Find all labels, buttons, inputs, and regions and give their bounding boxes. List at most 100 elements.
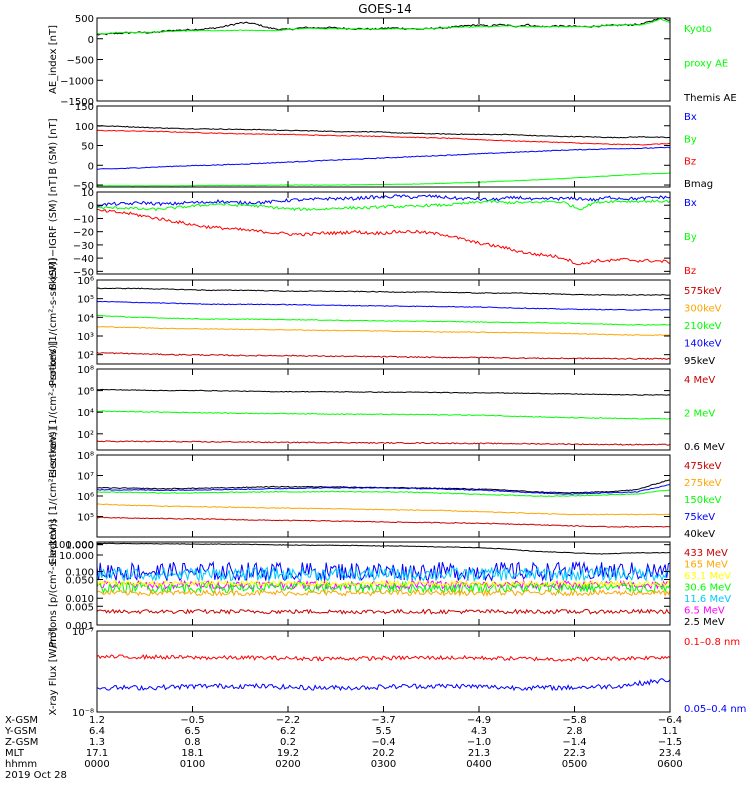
x-axis-value: 6.2: [280, 726, 296, 737]
x-axis-value: −2.2: [276, 715, 300, 726]
panel-2-series-blue-line: [96, 146, 671, 170]
x-axis-value: −6.4: [658, 715, 682, 726]
legend-label: 4 MeV: [684, 375, 715, 386]
legend-label: proxy AE: [684, 59, 728, 70]
x-axis-value: −1.5: [658, 737, 682, 748]
y-tick-label: 10²: [77, 430, 94, 441]
x-axis-value: 0400: [466, 759, 491, 770]
legend-label: Themis AE: [683, 93, 737, 104]
panel-4-series-blue-line: [96, 300, 671, 311]
x-axis-value: 5.5: [376, 726, 392, 737]
panel-6-series-green-line: [96, 489, 671, 497]
y-tick-label: 10.000: [59, 551, 94, 562]
x-axis-value: 4.3: [471, 726, 487, 737]
legend-label: 11.6 MeV: [684, 594, 731, 605]
x-axis-row-label: hhmm: [5, 759, 37, 770]
y-tick-label: 50: [81, 142, 94, 153]
x-axis-value: 0100: [180, 759, 205, 770]
y-tick-label: 10⁴: [77, 313, 94, 324]
y-tick-label: 10⁷: [77, 472, 94, 483]
y-axis-label: Electrons [1/(cm²-s-sr-keV)]: [48, 341, 59, 478]
panel-7-series-yellow-line: [96, 579, 671, 588]
panel-7: 1.000 0.1000.050 0.0100.005 0.001 100.00010.…: [48, 519, 731, 647]
y-tick-label: −40: [73, 254, 94, 265]
y-tick-label: 0: [88, 35, 94, 46]
legend-label: 0.1–0.8 nm: [684, 637, 740, 648]
legend-label: 6.5 MeV: [684, 606, 725, 617]
y-tick-label: 0.010: [65, 594, 94, 605]
panel-8-series-blue-line: [96, 678, 671, 692]
panel-2-series-red-line: [96, 129, 671, 146]
y-tick-label: 10⁻⁷: [72, 627, 94, 638]
y-tick-label: 10⁵: [77, 295, 94, 306]
panel-5: 10² 10⁴ 10⁶ 10⁸ Electrons [1/(cm²-s-sr-keV)]…: [48, 341, 725, 478]
y-tick-label: 10⁶: [77, 276, 94, 287]
y-tick-label: 10⁶: [77, 492, 94, 503]
y-tick-label: −50: [73, 181, 94, 192]
panel-4-series-black-line: [96, 287, 670, 296]
panel-3-series-red-line: [97, 209, 671, 266]
legend-label: Kyoto: [684, 24, 712, 35]
x-axis-value: 0200: [275, 759, 300, 770]
y-tick-label: 10⁻⁸: [72, 708, 94, 719]
x-axis-value: 23.4: [659, 748, 681, 759]
x-axis-value: −4.9: [467, 715, 491, 726]
x-axis-value: −1.0: [467, 737, 491, 748]
panel-3-series-green-line: [96, 199, 671, 212]
panel-5-series-black-line: [96, 388, 671, 396]
y-tick-label: 150: [75, 102, 94, 113]
x-axis-value: 19.2: [277, 748, 299, 759]
y-tick-label: 10: [81, 188, 94, 199]
x-axis-value: 6.4: [89, 726, 105, 737]
y-tick-label: 10⁴: [77, 408, 94, 419]
panel-frame: [96, 630, 671, 713]
y-tick-label: 10²: [77, 351, 94, 362]
y-tick-label: 10⁸: [77, 451, 94, 462]
legend-label: 0.05–0.4 nm: [684, 704, 746, 715]
x-axis-row-label: X-GSM: [5, 715, 38, 726]
y-tick-label: −10: [73, 214, 94, 225]
y-tick-label: 100: [75, 122, 94, 133]
panel-6: 10⁵ 10⁶ 10⁷ 10⁸ Electrons [1/(cm²-s-sr-keV)]…: [48, 427, 722, 564]
legend-label: 475keV: [684, 461, 722, 472]
panel-frame: [96, 279, 671, 365]
x-axis-value: 1.1: [662, 726, 678, 737]
y-axis-label: Electrons [1/(cm²-s-sr-keV)]: [48, 427, 59, 564]
y-tick-label: 10⁵: [77, 513, 94, 524]
x-axis-row-label: Y-GSM: [4, 726, 37, 737]
x-axis-value: −1.4: [562, 737, 586, 748]
x-axis-value: 0000: [84, 759, 109, 770]
legend-label: Bz: [684, 157, 696, 168]
x-axis-value: −3.7: [371, 715, 395, 726]
panel-5-series-green-line: [96, 410, 671, 420]
date-label: 2019 Oct 28: [5, 770, 67, 781]
x-axis-value: −5.8: [562, 715, 586, 726]
panel-1-series-green-line: [96, 18, 671, 35]
chart-title: GOES-14: [358, 2, 412, 16]
panel-4-series-green-line: [96, 314, 671, 326]
x-axis-value: −0.5: [180, 715, 204, 726]
panel-4-series-orange-line: [96, 326, 671, 336]
legend-label: 433 MeV: [684, 548, 728, 559]
panel-6-series-darkred-line: [96, 516, 671, 528]
x-axis-value: 0.2: [280, 737, 296, 748]
panel-frame: [96, 368, 671, 451]
y-tick-label: −500: [67, 56, 94, 67]
legend-label: 30.6 MeV: [684, 583, 731, 594]
x-axis-row-label: Z-GSM: [5, 737, 38, 748]
y-tick-label: −20: [73, 228, 94, 239]
panel-2: 150 100 50 0 −50 B (SM) [nT] Bx By Bz Bmag: [48, 102, 713, 192]
y-tick-label: −50: [73, 267, 94, 278]
panel-7-series-cyan-line: [96, 565, 671, 583]
y-tick-label: 10⁶: [77, 387, 94, 398]
y-tick-label: −30: [73, 241, 94, 252]
legend-label: 140keV: [684, 339, 722, 350]
x-axis-value: 1.2: [89, 715, 105, 726]
legend-label: 575keV: [684, 286, 722, 297]
legend-label: 165 MeV: [684, 560, 728, 571]
legend-label: Bmag: [684, 179, 713, 190]
y-tick-label: 10³: [77, 332, 94, 343]
